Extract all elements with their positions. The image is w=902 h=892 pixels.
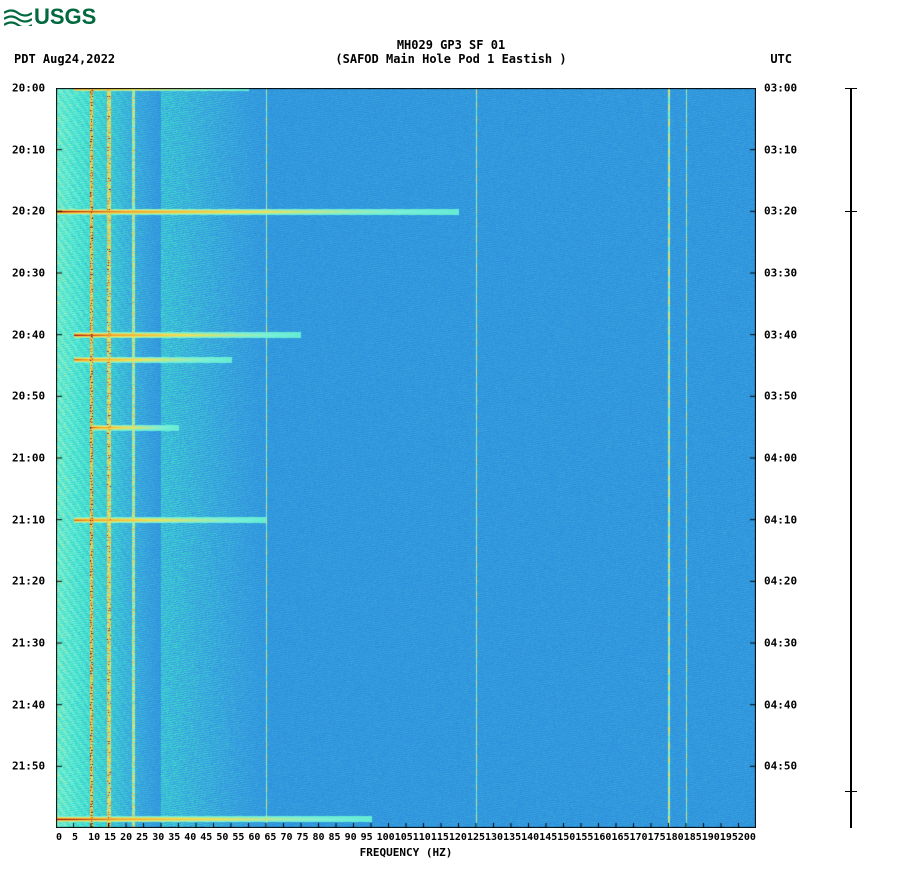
x-tick: 5 (72, 832, 88, 843)
y-left-tick: 20:00 (12, 82, 45, 95)
utc-label: UTC (770, 52, 792, 66)
x-tick: 65 (264, 832, 280, 843)
x-tick: 0 (56, 832, 72, 843)
x-tick: 35 (168, 832, 184, 843)
y-right-tick: 04:40 (764, 698, 797, 711)
x-tick: 165 (611, 832, 629, 843)
x-tick: 70 (280, 832, 296, 843)
y-left-tick: 21:50 (12, 760, 45, 773)
y-left-tick: 21:10 (12, 513, 45, 526)
x-tick: 145 (539, 832, 557, 843)
colorbar-tick (845, 791, 857, 792)
spectrogram-plot (56, 88, 756, 828)
y-right-tick: 03:30 (764, 267, 797, 280)
x-tick: 20 (120, 832, 136, 843)
x-tick: 170 (630, 832, 648, 843)
y-right-tick: 03:00 (764, 82, 797, 95)
x-tick: 80 (313, 832, 329, 843)
x-tick: 180 (666, 832, 684, 843)
y-right-tick: 04:20 (764, 575, 797, 588)
colorbar-axis (850, 88, 852, 828)
x-tick: 60 (248, 832, 264, 843)
x-tick: 160 (593, 832, 611, 843)
spectrogram-canvas (56, 88, 756, 828)
colorbar-tick (845, 88, 857, 89)
y-left-tick: 21:20 (12, 575, 45, 588)
y-left-tick: 20:50 (12, 390, 45, 403)
x-tick: 105 (395, 832, 413, 843)
x-tick: 25 (136, 832, 152, 843)
x-axis-ticks: 0510152025303540455055606570758085909510… (56, 832, 756, 843)
x-tick: 50 (216, 832, 232, 843)
x-tick: 110 (413, 832, 431, 843)
y-right-tick: 04:10 (764, 513, 797, 526)
x-tick: 130 (485, 832, 503, 843)
x-tick: 150 (557, 832, 575, 843)
usgs-waves-icon (4, 8, 32, 26)
x-tick: 200 (738, 832, 756, 843)
y-right-tick: 03:40 (764, 328, 797, 341)
chart-title-line1: MH029 GP3 SF 01 (0, 38, 902, 52)
x-tick: 155 (575, 832, 593, 843)
usgs-logo-text: USGS (34, 4, 96, 30)
x-tick: 45 (200, 832, 216, 843)
y-right-tick: 03:20 (764, 205, 797, 218)
x-tick: 90 (345, 832, 361, 843)
x-tick: 30 (152, 832, 168, 843)
x-tick: 120 (449, 832, 467, 843)
x-tick: 125 (467, 832, 485, 843)
y-left-tick: 20:10 (12, 143, 45, 156)
x-tick: 190 (702, 832, 720, 843)
y-right-tick: 03:50 (764, 390, 797, 403)
y-left-tick: 20:30 (12, 267, 45, 280)
colorbar-tick (845, 211, 857, 212)
x-tick: 115 (431, 832, 449, 843)
y-right-tick: 03:10 (764, 143, 797, 156)
x-axis-title: FREQUENCY (HZ) (56, 846, 756, 859)
y-right-tick: 04:30 (764, 637, 797, 650)
x-tick: 185 (684, 832, 702, 843)
x-tick: 135 (503, 832, 521, 843)
x-tick: 95 (361, 832, 377, 843)
chart-title-line2: (SAFOD Main Hole Pod 1 Eastish ) (0, 52, 902, 66)
x-tick: 100 (377, 832, 395, 843)
x-tick: 15 (104, 832, 120, 843)
y-left-tick: 20:20 (12, 205, 45, 218)
x-tick: 55 (232, 832, 248, 843)
x-tick: 85 (329, 832, 345, 843)
y-left-tick: 20:40 (12, 328, 45, 341)
x-tick: 10 (88, 832, 104, 843)
y-left-tick: 21:40 (12, 698, 45, 711)
x-tick: 195 (720, 832, 738, 843)
usgs-logo: USGS (4, 4, 96, 30)
y-right-tick: 04:50 (764, 760, 797, 773)
pdt-date-label: PDT Aug24,2022 (14, 52, 115, 66)
y-left-tick: 21:30 (12, 637, 45, 650)
x-tick: 140 (521, 832, 539, 843)
y-right-tick: 04:00 (764, 452, 797, 465)
x-tick: 175 (648, 832, 666, 843)
x-tick: 75 (296, 832, 312, 843)
x-tick: 40 (184, 832, 200, 843)
y-left-tick: 21:00 (12, 452, 45, 465)
